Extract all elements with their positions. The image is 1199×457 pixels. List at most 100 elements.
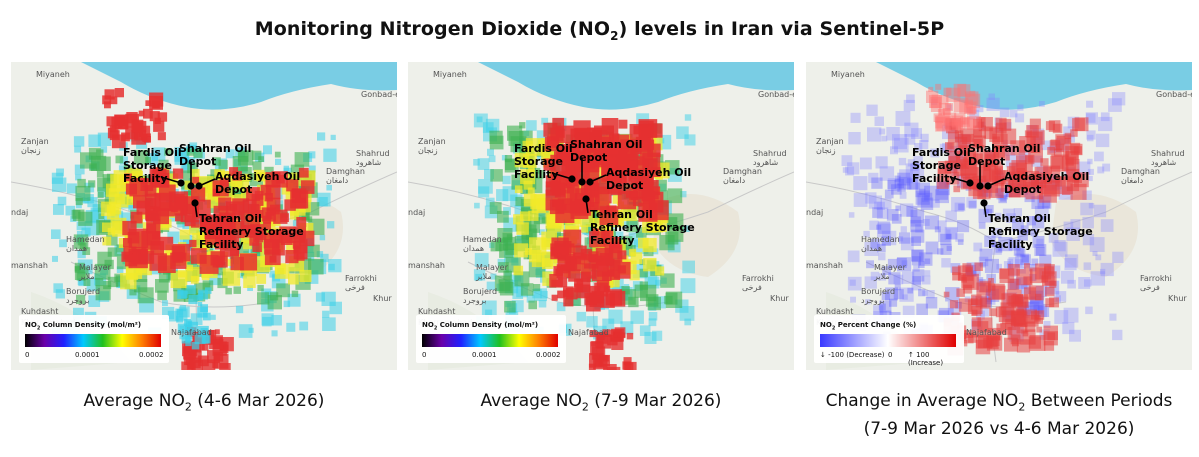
facility-label-shahran: Shahran Oil Depot (968, 142, 1040, 168)
facility-label-fardis: Fardis Oil Storage Facility (514, 142, 573, 181)
marker-tehran (191, 199, 199, 207)
city-label-farrokhi_fa: فرخی (742, 283, 762, 292)
facility-label-line: Facility (590, 234, 635, 247)
facility-label-line: Depot (1004, 183, 1042, 196)
city-label-shahrud_fa: شاهرود (1151, 158, 1177, 167)
city-label-kermanshah: manshah (11, 261, 48, 270)
facility-label-line: Depot (606, 179, 644, 192)
facility-label-line: Facility (514, 168, 559, 181)
facility-label-line: Aqdasiyeh Oil (1004, 170, 1090, 183)
city-label-gonbad: Gonbad-e (758, 90, 794, 99)
city-label-borujerd_fa: بروجرد (66, 296, 90, 305)
city-label-kuhdasht: Kuhdasht (418, 307, 456, 316)
city-label-farrokhi: Farrokhi (1140, 274, 1172, 283)
city-label-hamedan: Hamedan (463, 235, 502, 244)
facility-label-line: Storage (912, 159, 961, 172)
city-label-najafabad: Najafabad (966, 328, 1007, 337)
city-label-borujerd: Borujerd (66, 287, 101, 296)
city-label-shahrud_fa: شاهرود (753, 158, 779, 167)
facility-label-tehran: Tehran Oil Refinery Storage Facility (590, 208, 695, 247)
marker-fardis (966, 179, 974, 187)
marker-shahran (578, 178, 586, 186)
marker-aqdasiyeh (984, 182, 992, 190)
city-label-zanjan: Zanjan (21, 137, 49, 146)
caspian-sea (478, 62, 794, 110)
city-label-sanandaj: ndaj (408, 208, 426, 217)
legend-tick-0: 0 (422, 351, 427, 359)
marker-tehran (582, 195, 590, 203)
facility-label-line: Storage (514, 155, 563, 168)
city-label-malayer: Malayer (79, 263, 111, 272)
marker-aqdasiyeh (586, 178, 594, 186)
city-label-gonbad: Gonbad-e (1156, 90, 1192, 99)
city-label-hamedan_fa: همدان (463, 244, 485, 253)
legend-title: NO2 Column Density (mol/m²) (422, 321, 539, 332)
city-label-malayer: Malayer (874, 263, 906, 272)
city-label-zanjan_fa: زنجان (816, 146, 836, 155)
facility-label-line: Depot (570, 151, 608, 164)
city-label-borujerd_fa: بروجرد (463, 296, 487, 305)
map-panel-change: Miyaneh Zanjan زنجان ndaj Hamedan همدان mansha… (806, 62, 1192, 370)
legend-tick-1: 0 (888, 351, 893, 359)
facility-label-line: Facility (988, 238, 1033, 251)
facility-label-line: Facility (912, 172, 957, 185)
marker-shahran (187, 182, 195, 190)
facility-label-line: Fardis Oil (123, 146, 182, 159)
legend-tick-1: 0.0001 (472, 351, 497, 359)
city-label-hamedan: Hamedan (861, 235, 900, 244)
facility-label-tehran: Tehran Oil Refinery Storage Facility (199, 212, 304, 251)
legend-tick-2: ↑ 100 (Increase) (908, 351, 944, 367)
facility-label-line: Aqdasiyeh Oil (606, 166, 692, 179)
facility-label-line: Tehran Oil (590, 208, 653, 221)
map-canvas (11, 62, 397, 370)
city-label-sanandaj: ndaj (806, 208, 824, 217)
city-label-najafabad: Najafabad (568, 328, 609, 337)
marker-shahran (976, 182, 984, 190)
marker-fardis (177, 179, 185, 187)
city-label-kermanshah: manshah (806, 261, 843, 270)
city-label-damghan: Damghan (1121, 167, 1160, 176)
legend-colorbar (820, 334, 956, 347)
city-label-kermanshah: manshah (408, 261, 445, 270)
facility-label-line: Depot (968, 155, 1006, 168)
figure-title: Monitoring Nitrogen Dioxide (NO2) levels… (254, 18, 945, 43)
city-label-malayer_fa: ملایر (79, 272, 95, 281)
facility-label-line: Aqdasiyeh Oil (215, 170, 301, 183)
city-label-malayer: Malayer (476, 263, 508, 272)
legend-tick-2: 0.0002 (536, 351, 561, 359)
city-label-miyaneh: Miyaneh (433, 70, 467, 79)
facility-label-line: Depot (179, 155, 217, 168)
facility-label-aqdasiyeh: Aqdasiyeh Oil Depot (215, 170, 300, 196)
city-label-zanjan: Zanjan (816, 137, 844, 146)
legend-tick-1: 0.0001 (75, 351, 100, 359)
city-label-hamedan_fa: همدان (861, 244, 883, 253)
map-panel-average-7-9-mar: Miyaneh Zanjan زنجان ndaj Hamedan همدان mansha… (408, 62, 794, 370)
city-label-miyaneh: Miyaneh (36, 70, 70, 79)
city-label-khur: Khur (1168, 294, 1187, 303)
facility-label-line: Refinery Storage (988, 225, 1093, 238)
facility-label-aqdasiyeh: Aqdasiyeh Oil Depot (606, 166, 691, 192)
marker-fardis (568, 175, 576, 183)
city-label-malayer_fa: ملایر (476, 272, 492, 281)
city-label-farrokhi: Farrokhi (345, 274, 377, 283)
city-label-damghan_fa: دامغان (326, 176, 349, 185)
facility-label-line: Shahran Oil (968, 142, 1041, 155)
legend-colorbar (422, 334, 558, 347)
city-label-shahrud: Shahrud (753, 149, 787, 158)
facility-label-line: Shahran Oil (570, 138, 643, 151)
facility-label-line: Tehran Oil (199, 212, 262, 225)
city-label-zanjan_fa: زنجان (21, 146, 41, 155)
legend: NO2 Percent Change (%) ↓ -100 (Decrease) 0… (814, 315, 964, 367)
facility-label-shahran: Shahran Oil Depot (570, 138, 642, 164)
facility-label-line: Depot (215, 183, 253, 196)
facility-label-line: Shahran Oil (179, 142, 252, 155)
facility-label-line: Refinery Storage (590, 221, 695, 234)
facility-label-line: Storage (123, 159, 172, 172)
city-label-farrokhi_fa: فرخی (345, 283, 365, 292)
legend-tick-2: 0.0002 (139, 351, 164, 359)
city-label-farrokhi_fa: فرخی (1140, 283, 1160, 292)
facility-label-tehran: Tehran Oil Refinery Storage Facility (988, 212, 1093, 251)
city-label-shahrud_fa: شاهرود (356, 158, 382, 167)
city-label-zanjan_fa: زنجان (418, 146, 438, 155)
legend-title: NO2 Percent Change (%) (820, 321, 917, 332)
